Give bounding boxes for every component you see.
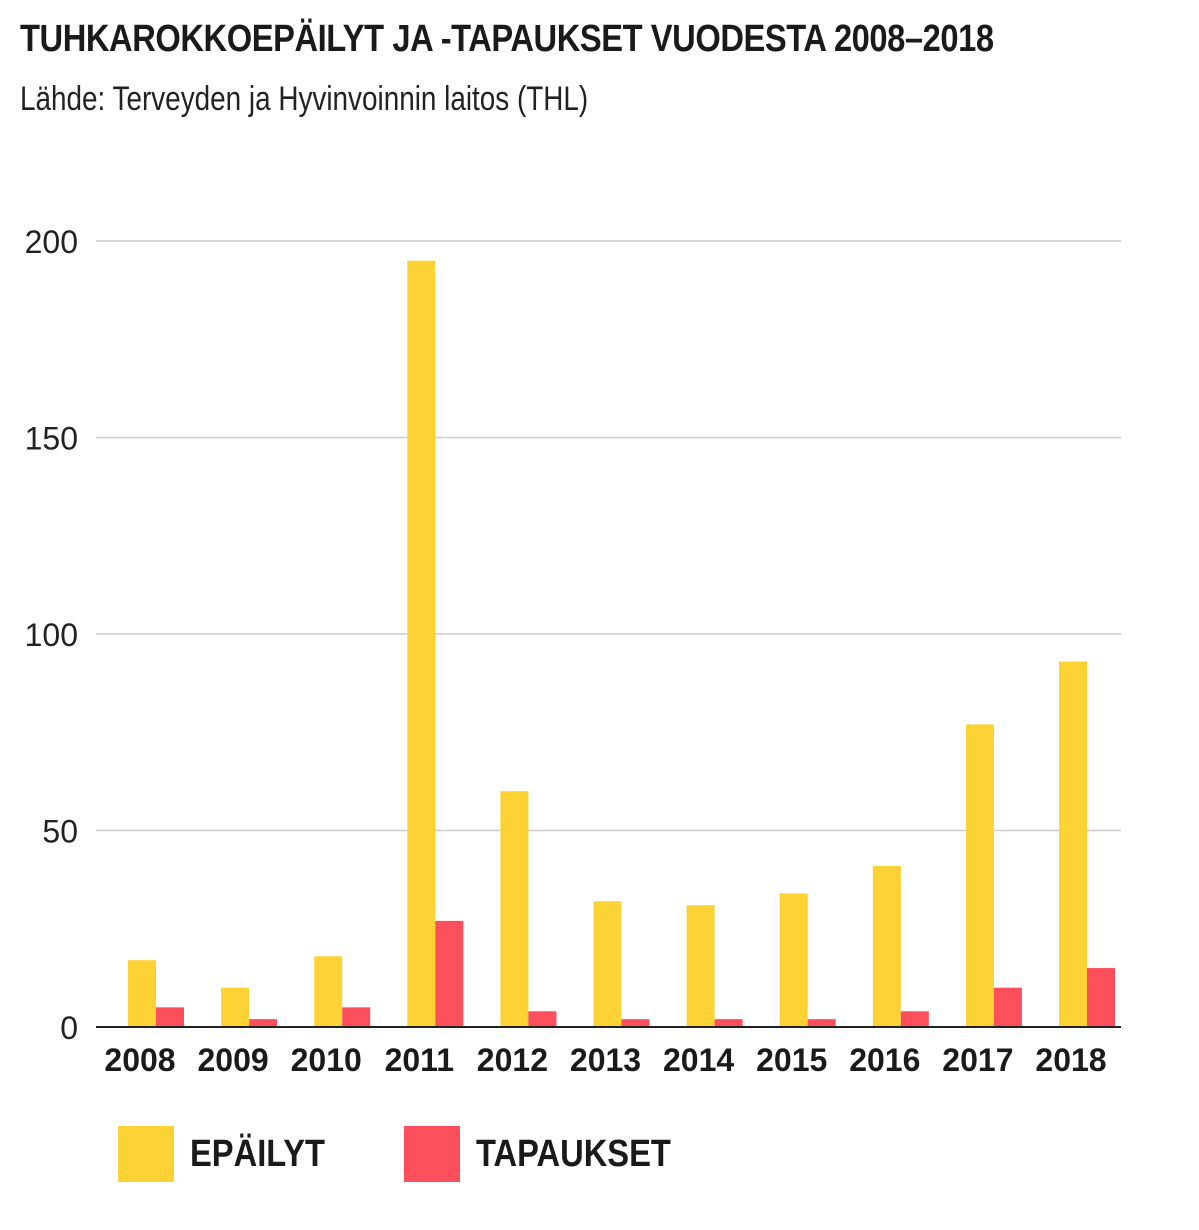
bar-tapaukset-2017 bbox=[993, 987, 1022, 1027]
bar-tapaukset-2015 bbox=[807, 1019, 836, 1027]
x-tick-label-2008: 2008 bbox=[104, 1042, 175, 1078]
bar-epailyt-2013 bbox=[593, 901, 622, 1027]
bar-epailyt-2012 bbox=[500, 791, 529, 1027]
bar-epailyt-2009 bbox=[221, 987, 250, 1027]
x-tick-label-2012: 2012 bbox=[477, 1042, 548, 1078]
legend-item-epailyt: EPÄILYT bbox=[118, 1126, 347, 1182]
bar-epailyt-2014 bbox=[686, 905, 715, 1027]
x-tick-label-2010: 2010 bbox=[291, 1042, 362, 1078]
legend-label-tapaukset: TAPAUKSET bbox=[476, 1132, 671, 1175]
bar-tapaukset-2016 bbox=[900, 1011, 929, 1027]
bar-tapaukset-2014 bbox=[714, 1019, 743, 1027]
bar-epailyt-2010 bbox=[314, 956, 343, 1027]
y-tick-label-150: 150 bbox=[25, 421, 78, 457]
bar-tapaukset-2012 bbox=[528, 1011, 557, 1027]
y-tick-label-0: 0 bbox=[60, 1010, 78, 1046]
bar-epailyt-2015 bbox=[779, 893, 808, 1027]
bar-epailyt-2008 bbox=[128, 960, 156, 1027]
y-tick-label-50: 50 bbox=[42, 814, 78, 850]
y-tick-label-100: 100 bbox=[25, 617, 78, 653]
bar-epailyt-2017 bbox=[965, 724, 994, 1027]
legend-item-tapaukset: TAPAUKSET bbox=[404, 1126, 703, 1182]
bar-chart: 0 50 100 150 200 2008 2009 2010 2011 2012 2013 2014… bbox=[25, 224, 1121, 1078]
legend-swatch-tapaukset bbox=[404, 1126, 460, 1182]
x-tick-label-2013: 2013 bbox=[570, 1042, 641, 1078]
chart-title: TUHKAROKKOEPÄILYT JA -TAPAUKSET VUODESTA… bbox=[20, 18, 994, 60]
x-tick-label-2011: 2011 bbox=[385, 1042, 454, 1078]
x-tick-label-2018: 2018 bbox=[1035, 1042, 1106, 1078]
bar-tapaukset-2011 bbox=[435, 920, 464, 1027]
bar-tapaukset-2010 bbox=[342, 1007, 371, 1027]
x-tick-label-2009: 2009 bbox=[198, 1042, 269, 1078]
bar-epailyt-2018 bbox=[1059, 661, 1087, 1027]
x-tick-label-2014: 2014 bbox=[663, 1042, 734, 1078]
bar-tapaukset-2013 bbox=[621, 1019, 650, 1027]
x-tick-label-2015: 2015 bbox=[756, 1042, 827, 1078]
bar-epailyt-2011 bbox=[407, 260, 436, 1027]
chart-subtitle: Lähde: Terveyden ja Hyvinvoinnin laitos … bbox=[20, 80, 589, 118]
legend-swatch-epailyt bbox=[118, 1126, 174, 1182]
legend-label-epailyt: EPÄILYT bbox=[190, 1132, 326, 1175]
bar-tapaukset-2009 bbox=[249, 1019, 278, 1027]
x-tick-label-2017: 2017 bbox=[942, 1042, 1013, 1078]
y-tick-label-200: 200 bbox=[25, 224, 78, 260]
bar-tapaukset-2018 bbox=[1087, 968, 1115, 1027]
bar-tapaukset-2008 bbox=[156, 1007, 184, 1027]
x-tick-label-2016: 2016 bbox=[849, 1042, 920, 1078]
bar-epailyt-2016 bbox=[872, 865, 901, 1027]
